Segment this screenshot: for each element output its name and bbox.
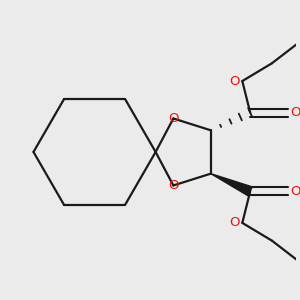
Text: O: O <box>168 179 178 192</box>
Text: O: O <box>229 216 240 230</box>
Text: O: O <box>168 112 178 125</box>
Text: O: O <box>290 185 300 198</box>
Text: O: O <box>229 74 240 88</box>
Polygon shape <box>211 174 252 196</box>
Text: O: O <box>290 106 300 119</box>
